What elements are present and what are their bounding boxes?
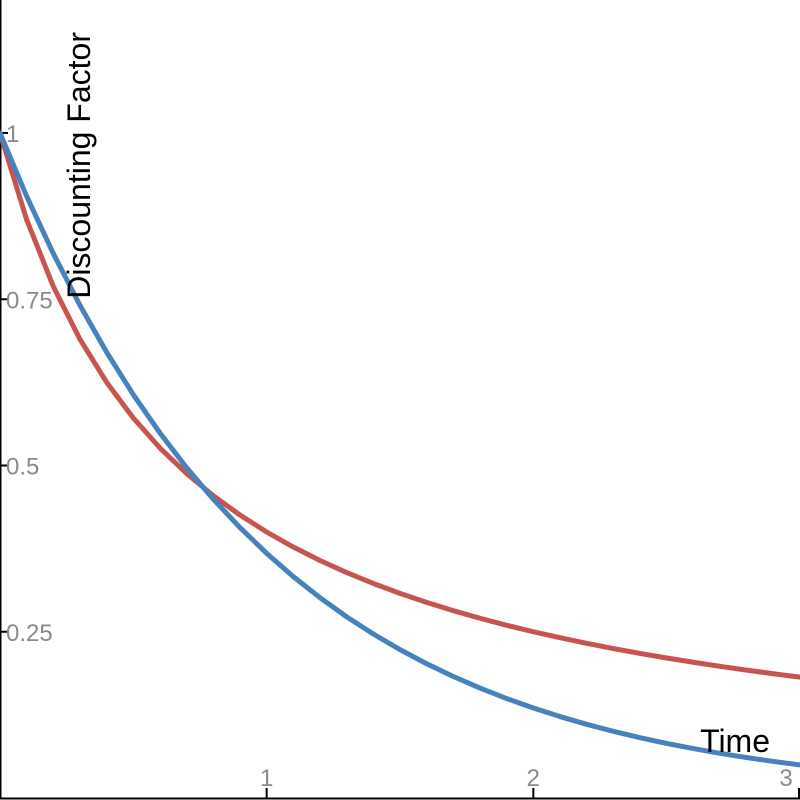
series-layer bbox=[0, 130, 800, 768]
y-tick-label: 0.5 bbox=[6, 454, 39, 481]
y-ticks: 0.25 0.5 0.75 1 bbox=[0, 121, 53, 647]
x-tick-label: 1 bbox=[260, 765, 273, 792]
x-ticks: 1 2 3 bbox=[260, 765, 800, 798]
y-tick-label: 0.25 bbox=[6, 620, 53, 647]
series-line-2 bbox=[0, 130, 800, 768]
y-tick-label: 1 bbox=[6, 121, 19, 148]
series-line-1 bbox=[0, 130, 800, 680]
x-tick-label: 3 bbox=[779, 765, 792, 792]
y-tick-label: 0.75 bbox=[6, 287, 53, 314]
x-axis-title: Time bbox=[700, 723, 770, 759]
x-tick-label: 2 bbox=[527, 765, 540, 792]
y-axis-title: Discounting Factor bbox=[61, 32, 97, 299]
